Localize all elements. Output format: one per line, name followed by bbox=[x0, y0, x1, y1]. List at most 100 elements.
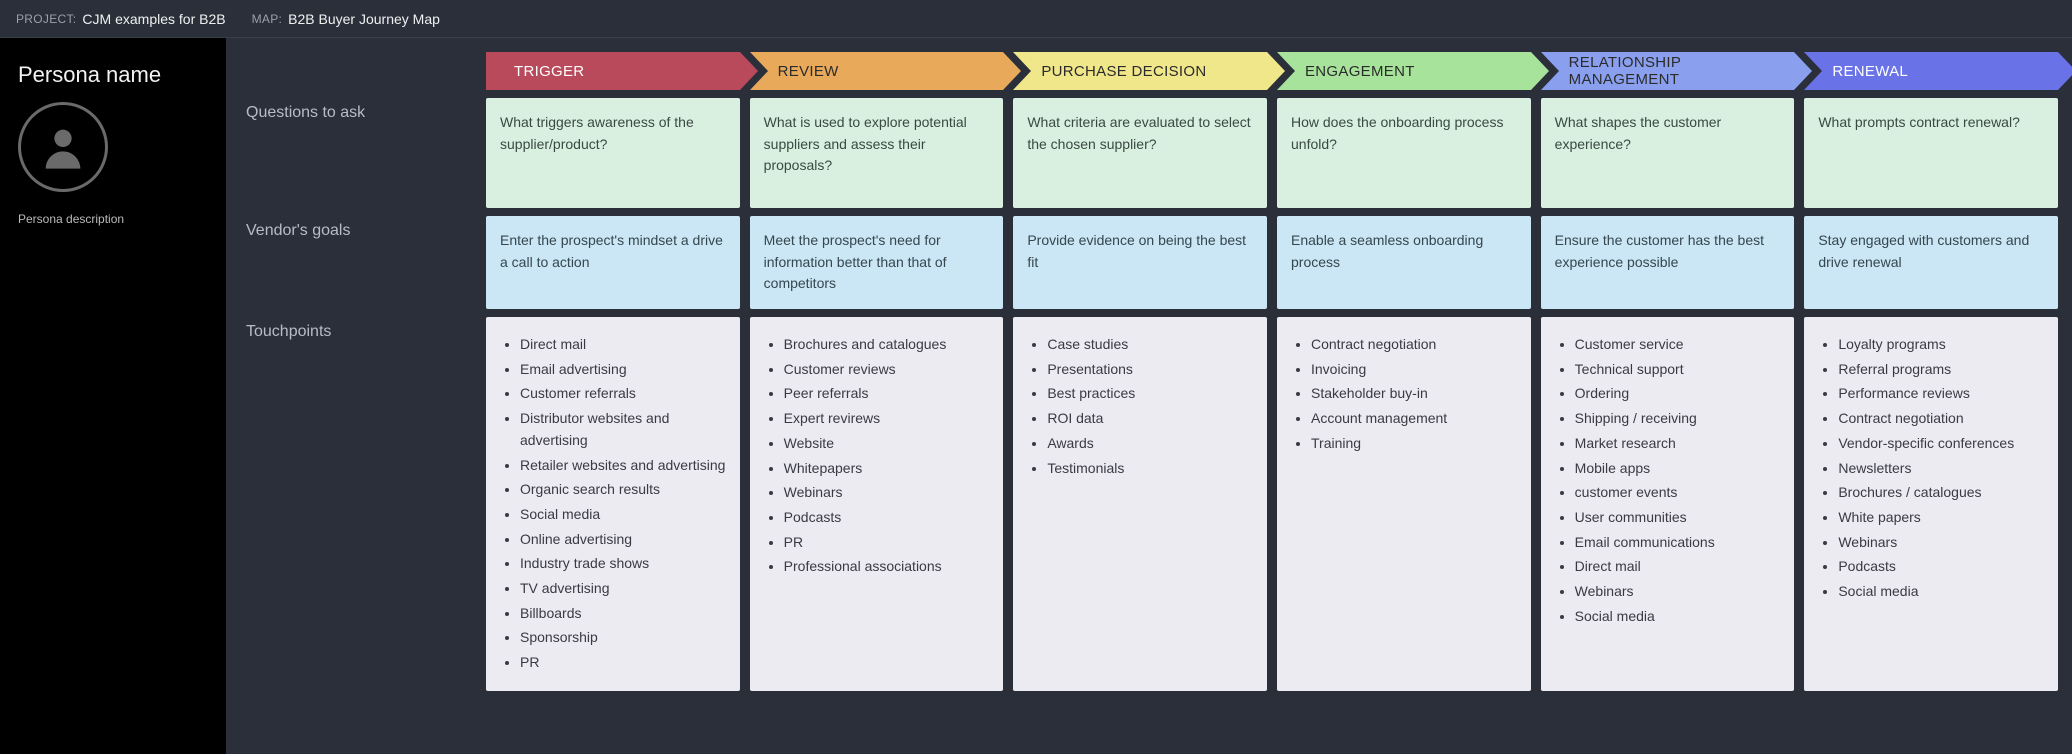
list-item: Peer referrals bbox=[784, 383, 990, 405]
list-item: Stakeholder buy-in bbox=[1311, 383, 1517, 405]
list-item: Webinars bbox=[1838, 532, 2044, 554]
stage-header-renewal[interactable]: RENEWAL bbox=[1804, 52, 2058, 90]
list-item: Invoicing bbox=[1311, 359, 1517, 381]
goals-cell-relationship[interactable]: Ensure the customer has the best experie… bbox=[1541, 216, 1795, 309]
list-item: Best practices bbox=[1047, 383, 1253, 405]
goals-cell-trigger[interactable]: Enter the prospect's mindset a drive a c… bbox=[486, 216, 740, 309]
touchpoint-list: Case studies PresentationsBest practices R… bbox=[1027, 334, 1253, 479]
persona-name[interactable]: Persona name bbox=[18, 62, 208, 88]
persona-avatar[interactable] bbox=[18, 102, 108, 192]
journey-map: TRIGGER REVIEWPURCHASE DECISION ENGAGEMENT… bbox=[226, 38, 2072, 754]
persona-description[interactable]: Persona description bbox=[18, 212, 208, 226]
stage-header-purchase[interactable]: PURCHASE DECISION bbox=[1013, 52, 1267, 90]
stage-header-engagement[interactable]: ENGAGEMENT bbox=[1277, 52, 1531, 90]
list-item: Loyalty programs bbox=[1838, 334, 2044, 356]
questions-cell-review[interactable]: What is used to explore potential suppli… bbox=[750, 98, 1004, 208]
stage-header-relationship[interactable]: RELATIONSHIP MANAGEMENT bbox=[1541, 52, 1795, 90]
list-item: Direct mail bbox=[520, 334, 726, 356]
list-item: Referral programs bbox=[1838, 359, 2044, 381]
list-item: Customer reviews bbox=[784, 359, 990, 381]
questions-cell-engagement[interactable]: How does the onboarding process unfold? bbox=[1277, 98, 1531, 208]
touchpoint-list: Contract negotiation InvoicingStakeholder… bbox=[1291, 334, 1517, 454]
list-item: Testimonials bbox=[1047, 458, 1253, 480]
stage-header-trigger[interactable]: TRIGGER bbox=[486, 52, 740, 90]
list-item: Vendor-specific conferences bbox=[1838, 433, 2044, 455]
list-item: Organic search results bbox=[520, 479, 726, 501]
list-item: Social media bbox=[1575, 606, 1781, 628]
list-item: Email communications bbox=[1575, 532, 1781, 554]
list-item: Training bbox=[1311, 433, 1517, 455]
goals-cell-review[interactable]: Meet the prospect's need for information… bbox=[750, 216, 1004, 309]
list-item: Performance reviews bbox=[1838, 383, 2044, 405]
list-item: Market research bbox=[1575, 433, 1781, 455]
project-label: PROJECT: bbox=[16, 12, 76, 26]
list-item: Website bbox=[784, 433, 990, 455]
list-item: customer events bbox=[1575, 482, 1781, 504]
questions-cell-trigger[interactable]: What triggers awareness of the supplier/… bbox=[486, 98, 740, 208]
row-label-goals: Vendor's goals bbox=[226, 216, 476, 309]
goals-cell-renewal[interactable]: Stay engaged with customers and drive re… bbox=[1804, 216, 2058, 309]
list-item: Newsletters bbox=[1838, 458, 2044, 480]
topbar: PROJECT: CJM examples for B2B MAP: B2B B… bbox=[0, 0, 2072, 38]
row-label-touchpoints: Touchpoints bbox=[226, 317, 476, 691]
list-item: Ordering bbox=[1575, 383, 1781, 405]
list-item: Brochures / catalogues bbox=[1838, 482, 2044, 504]
map-value[interactable]: B2B Buyer Journey Map bbox=[288, 11, 440, 27]
questions-cell-purchase[interactable]: What criteria are evaluated to select th… bbox=[1013, 98, 1267, 208]
questions-cell-relationship[interactable]: What shapes the customer experience? bbox=[1541, 98, 1795, 208]
row-label-questions: Questions to ask bbox=[226, 98, 476, 208]
touchpoint-list: Brochures and cataloguesCustomer reviews… bbox=[764, 334, 990, 578]
touch-cell-relationship[interactable]: Customer service Technical supportOrderin… bbox=[1541, 317, 1795, 691]
list-item: Technical support bbox=[1575, 359, 1781, 381]
list-item: Shipping / receiving bbox=[1575, 408, 1781, 430]
list-item: Direct mail bbox=[1575, 556, 1781, 578]
stage-header-review[interactable]: REVIEW bbox=[750, 52, 1004, 90]
touch-cell-engagement[interactable]: Contract negotiation InvoicingStakeholder… bbox=[1277, 317, 1531, 691]
list-item: Online advertising bbox=[520, 529, 726, 551]
list-item: Awards bbox=[1047, 433, 1253, 455]
touchpoint-list: Loyalty programs Referral programsPerform… bbox=[1818, 334, 2044, 603]
list-item: PR bbox=[784, 532, 990, 554]
touch-cell-renewal[interactable]: Loyalty programs Referral programsPerform… bbox=[1804, 317, 2058, 691]
list-item: TV advertising bbox=[520, 578, 726, 600]
goals-cell-engagement[interactable]: Enable a seamless onboarding process bbox=[1277, 216, 1531, 309]
map-label: MAP: bbox=[252, 12, 283, 26]
list-item: Presentations bbox=[1047, 359, 1253, 381]
list-item: Retailer websites and advertising bbox=[520, 455, 726, 477]
list-item: PR bbox=[520, 652, 726, 674]
touchpoint-list: Direct mail Email advertisingCustomer ref… bbox=[500, 334, 726, 674]
list-item: Contract negotiation bbox=[1838, 408, 2044, 430]
list-item: User communities bbox=[1575, 507, 1781, 529]
touch-cell-trigger[interactable]: Direct mail Email advertisingCustomer ref… bbox=[486, 317, 740, 691]
person-icon bbox=[37, 121, 89, 173]
list-item: Email advertising bbox=[520, 359, 726, 381]
list-item: Account management bbox=[1311, 408, 1517, 430]
touchpoint-list: Customer service Technical supportOrderin… bbox=[1555, 334, 1781, 627]
list-item: Professional associations bbox=[784, 556, 990, 578]
list-item: Sponsorship bbox=[520, 627, 726, 649]
list-item: Webinars bbox=[1575, 581, 1781, 603]
list-item: Social media bbox=[520, 504, 726, 526]
list-item: Case studies bbox=[1047, 334, 1253, 356]
list-item: Social media bbox=[1838, 581, 2044, 603]
list-item: ROI data bbox=[1047, 408, 1253, 430]
list-item: Mobile apps bbox=[1575, 458, 1781, 480]
list-item: Customer referrals bbox=[520, 383, 726, 405]
list-item: White papers bbox=[1838, 507, 2044, 529]
list-item: Customer service bbox=[1575, 334, 1781, 356]
list-item: Expert revirews bbox=[784, 408, 990, 430]
goals-cell-purchase[interactable]: Provide evidence on being the best fit bbox=[1013, 216, 1267, 309]
persona-sidebar: Persona name Persona description bbox=[0, 38, 226, 754]
questions-cell-renewal[interactable]: What prompts contract renewal? bbox=[1804, 98, 2058, 208]
list-item: Billboards bbox=[520, 603, 726, 625]
touch-cell-purchase[interactable]: Case studies PresentationsBest practices R… bbox=[1013, 317, 1267, 691]
list-item: Distributor websites and advertising bbox=[520, 408, 726, 451]
project-value[interactable]: CJM examples for B2B bbox=[82, 11, 225, 27]
list-item: Whitepapers bbox=[784, 458, 990, 480]
list-item: Industry trade shows bbox=[520, 553, 726, 575]
list-item: Podcasts bbox=[784, 507, 990, 529]
list-item: Podcasts bbox=[1838, 556, 2044, 578]
list-item: Webinars bbox=[784, 482, 990, 504]
touch-cell-review[interactable]: Brochures and cataloguesCustomer reviews… bbox=[750, 317, 1004, 691]
list-item: Contract negotiation bbox=[1311, 334, 1517, 356]
